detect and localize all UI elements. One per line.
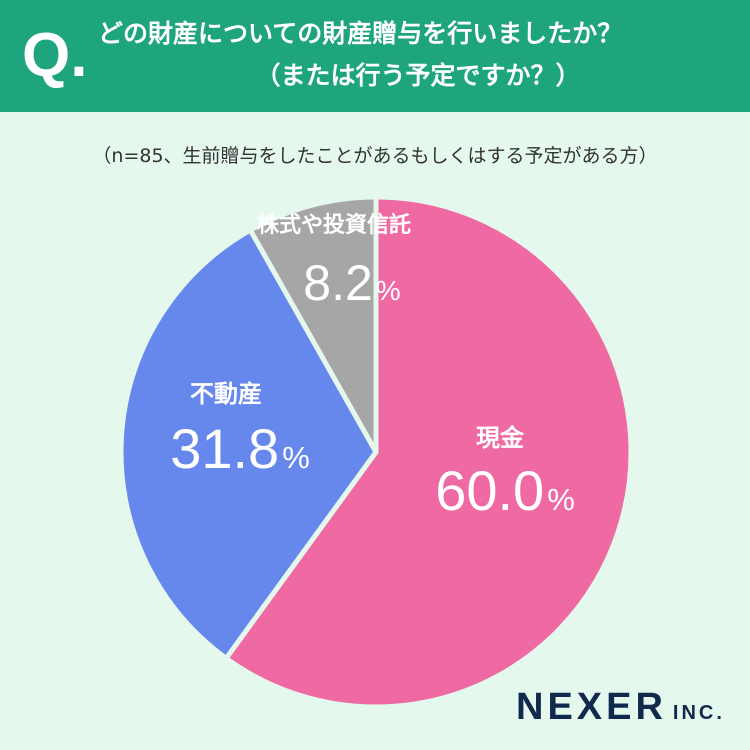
brand-name: NEXER xyxy=(516,686,667,728)
question-line-2: （または行う予定ですか？） xyxy=(255,61,581,90)
label-cash: 現金 xyxy=(476,424,525,452)
slice-stocks xyxy=(247,194,379,455)
value-real-estate: 31.8% xyxy=(170,417,310,480)
brand-suffix: INC. xyxy=(672,702,725,724)
slice-real-estate xyxy=(118,227,379,661)
label-stocks: 株式や投資信託 xyxy=(257,212,411,238)
sample-note: （n=85、生前贈与をしたことがあるもしくはする予定がある方） xyxy=(92,145,658,167)
slice-cash xyxy=(223,194,634,710)
question-line-1: どの財産についての財産贈与を行いましたか？ xyxy=(98,19,623,48)
value-cash: 60.0% xyxy=(435,459,575,522)
label-real-estate: 不動産 xyxy=(190,380,262,408)
question-header: Q. どの財産についての財産贈与を行いましたか？ （または行う予定ですか？） xyxy=(0,0,750,112)
q-mark: Q. xyxy=(22,21,88,90)
brand-logo: NEXER INC. xyxy=(516,686,725,729)
value-stocks: 8.2% xyxy=(303,255,400,311)
